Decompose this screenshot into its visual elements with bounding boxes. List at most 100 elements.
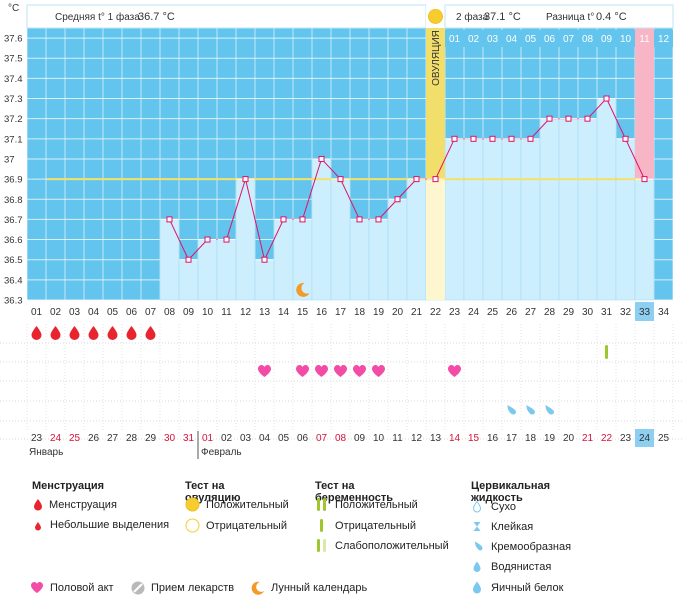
phase2-day-cell: [635, 30, 654, 47]
legend-pregnancy-positive-label: Положительный: [335, 498, 418, 511]
legend-eggwhite-label: Яичный белок: [491, 581, 564, 594]
fluid-icon: [545, 405, 555, 415]
ovulation-column: [426, 28, 445, 180]
date-label: 26: [88, 433, 100, 444]
legend-menstruation-item: Менструация: [33, 498, 117, 511]
temp-bar: [235, 178, 256, 301]
temp-bar: [444, 138, 465, 301]
cycle-day-label: 31: [601, 307, 613, 318]
phase2-day-label: 05: [525, 34, 537, 45]
ovulation-label: ОВУЛЯЦИЯ: [431, 30, 442, 86]
y-tick-label: 37: [4, 154, 15, 165]
cycle-day-label: 11: [221, 307, 232, 318]
temp-point: [185, 256, 192, 263]
current-day-box: [635, 302, 654, 321]
temp-point: [508, 135, 515, 142]
heart-icon: [315, 365, 328, 377]
date-label: 22: [601, 433, 613, 444]
legend-pregnancy-weak-item: Слабоположительный: [315, 539, 449, 552]
phase2-day-label: 03: [487, 34, 499, 45]
date-label: 15: [468, 433, 480, 444]
date-label: 24: [639, 433, 651, 444]
diff-label: Разница t°: [546, 12, 594, 23]
temp-point: [527, 135, 534, 142]
legend-menstruation-title: Менструация: [32, 480, 105, 492]
legend-dry-item: Сухо: [472, 500, 516, 513]
cycle-day-label: 22: [430, 307, 442, 318]
pill-icon: [131, 581, 145, 595]
legend-medication-item: Прием лекарств: [131, 581, 234, 595]
legend-pregnancy-title: Тест на беременность: [315, 480, 393, 504]
y-tick-label: 36.4: [4, 275, 23, 286]
date-label: 10: [373, 433, 385, 444]
legend-spotting-label: Небольшие выделения: [50, 519, 170, 531]
phase1-label: Средняя t° 1 фаза: [55, 11, 140, 23]
y-tick-label: 36.8: [4, 195, 23, 206]
blood-drop-icon: [34, 499, 42, 511]
legend-dry-label: Сухо: [491, 500, 516, 513]
temp-bar: [368, 219, 389, 301]
weak-line-icon: [317, 539, 326, 552]
temp-bar: [463, 138, 484, 301]
cycle-day-label: 24: [468, 307, 480, 318]
fluid-icon: [526, 405, 536, 415]
blood-drop-icon: [107, 326, 118, 340]
current-day-column: [635, 28, 654, 180]
temperature-line: [160, 95, 654, 297]
cycle-day-label: 29: [563, 307, 575, 318]
temp-point: [166, 216, 173, 223]
cycle-day-label: 09: [183, 307, 195, 318]
legend-pregnancy-positive-item: Положительный: [315, 498, 418, 511]
phase2-day-label: 11: [639, 34, 650, 45]
temp-bar: [273, 219, 294, 301]
cycle-day-label: 25: [487, 307, 499, 318]
temp-point: [318, 155, 325, 162]
phase2-day-cell: [578, 30, 597, 47]
date-label: 01: [202, 433, 214, 444]
date-label: 02: [221, 433, 233, 444]
temp-bar: [577, 118, 598, 301]
diff-value: 0.4 °C: [596, 11, 627, 23]
date-label: 20: [563, 433, 575, 444]
ovulation-column-lower: [426, 179, 445, 300]
fluid-icon: [507, 405, 517, 415]
date-label: 23: [31, 433, 43, 444]
cycle-day-label: 10: [202, 307, 214, 318]
date-label: 03: [240, 433, 252, 444]
legend-lunar-item: Лунный календарь: [251, 581, 367, 595]
y-tick-label: 37.4: [4, 74, 23, 85]
sun-outline-icon: [185, 518, 200, 533]
phase2-day-cell: [540, 30, 559, 47]
temp-point: [470, 135, 477, 142]
temp-point: [432, 176, 439, 183]
temp-point: [242, 176, 249, 183]
legend-creamy-item: Кремообразная: [472, 540, 571, 553]
legend-creamy-label: Кремообразная: [491, 540, 572, 553]
temp-bar: [292, 219, 313, 301]
date-label: 28: [126, 433, 138, 444]
cycle-day-label: 32: [620, 307, 632, 318]
phase2-day-label: 06: [544, 34, 556, 45]
cycle-day-label: 14: [278, 307, 290, 318]
cycle-day-label: 20: [392, 307, 404, 318]
date-label: 21: [582, 433, 594, 444]
temp-bar: [159, 219, 180, 301]
blood-drop-icon: [50, 326, 61, 340]
date-label: 17: [506, 433, 518, 444]
double-line-icon: [317, 498, 326, 511]
cycle-day-label: 07: [145, 307, 157, 318]
cycle-day-label: 28: [544, 307, 556, 318]
y-tick-label: 36.3: [4, 296, 23, 307]
cycle-day-label: 19: [373, 307, 385, 318]
legend-pregnancy-negative-item: Отрицательный: [315, 519, 416, 532]
date-label: 09: [354, 433, 366, 444]
small-drop-icon: [35, 522, 41, 531]
y-tick-label: 36.5: [4, 255, 23, 266]
today-date-box: [635, 429, 654, 447]
cycle-day-label: 30: [582, 307, 594, 318]
cycle-day-label: 01: [31, 307, 43, 318]
legend-ovulation-positive-item: Положительный: [185, 497, 289, 512]
date-label: 24: [50, 433, 62, 444]
temp-point: [394, 196, 401, 203]
legend-pregnancy-negative-label: Отрицательный: [335, 519, 416, 532]
